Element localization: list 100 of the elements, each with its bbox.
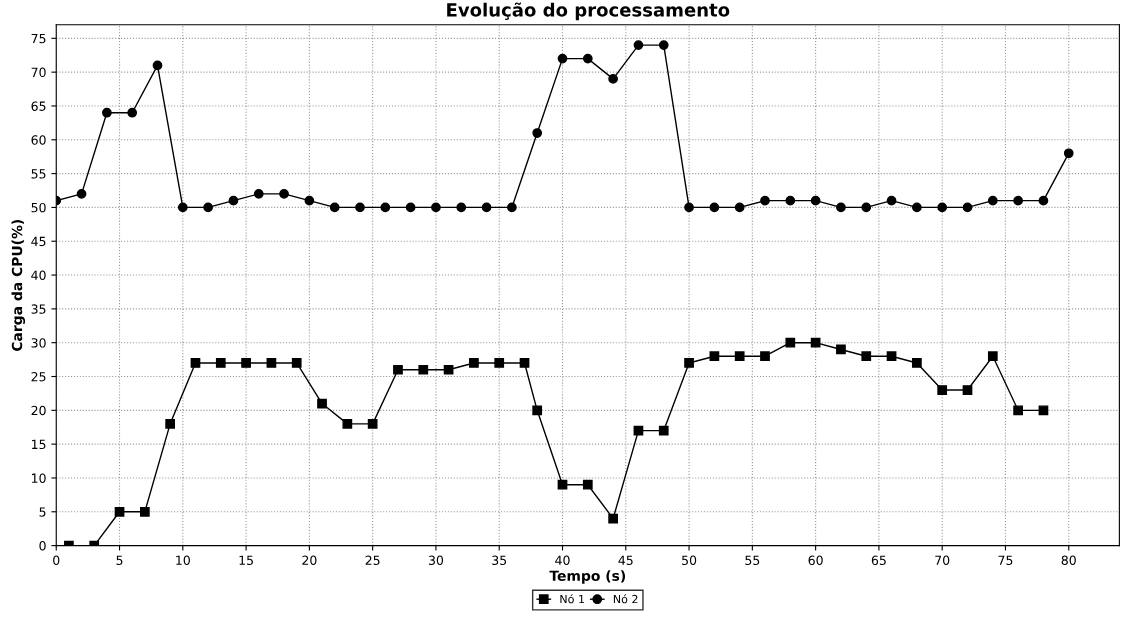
- x-tick-label: 25: [365, 555, 380, 565]
- point: [684, 358, 694, 368]
- point: [228, 195, 239, 206]
- point: [962, 202, 973, 213]
- y-tick-label: 40: [31, 270, 46, 280]
- point: [342, 418, 353, 429]
- x-tick-label: 15: [239, 555, 253, 565]
- point: [912, 358, 922, 368]
- point: [658, 425, 669, 436]
- y-tick-label: 25: [31, 371, 46, 382]
- chart-title: Evolução do processamento: [447, 2, 730, 21]
- x-tick-label: 35: [492, 555, 507, 565]
- point: [734, 351, 745, 362]
- point: [253, 189, 264, 199]
- x-tick-label: 30: [428, 555, 444, 565]
- y-tick-label: 30: [31, 338, 46, 348]
- point: [658, 40, 669, 50]
- point: [734, 202, 745, 213]
- x-tick-label: 70: [935, 555, 950, 565]
- point: [987, 351, 998, 362]
- y-tick-label: 60: [31, 135, 46, 145]
- point: [266, 358, 277, 368]
- x-tick-label: 50: [682, 555, 697, 565]
- y-tick-label: 65: [31, 101, 46, 111]
- point: [380, 202, 391, 213]
- point: [912, 202, 922, 213]
- point: [557, 479, 568, 490]
- point: [582, 53, 593, 64]
- point: [165, 418, 176, 429]
- point: [937, 385, 948, 395]
- point: [810, 195, 821, 206]
- y-tick-label: 55: [31, 169, 46, 179]
- point: [317, 398, 327, 409]
- point: [456, 202, 467, 213]
- x-tick-label: 10: [176, 555, 190, 565]
- y-tick-label: 10: [31, 473, 46, 483]
- point: [709, 202, 720, 213]
- x-tick-label: 20: [302, 555, 317, 565]
- point: [760, 351, 770, 362]
- x-tick-label: 75: [998, 555, 1013, 565]
- y-tick-label: 15: [31, 439, 46, 450]
- legend-label: Nó 2: [613, 594, 638, 604]
- point: [557, 53, 568, 64]
- point: [1038, 405, 1049, 416]
- point: [1013, 195, 1023, 206]
- x-tick-label: 65: [871, 555, 886, 565]
- point: [279, 189, 289, 199]
- y-tick-label: 45: [31, 236, 46, 247]
- point: [1038, 195, 1049, 206]
- point: [241, 358, 251, 368]
- point: [709, 351, 720, 362]
- point: [582, 479, 593, 490]
- point: [177, 202, 188, 213]
- point: [785, 195, 796, 206]
- point: [987, 195, 998, 206]
- x-tick-label: 5: [116, 555, 123, 565]
- legend-label: Nó 1: [560, 594, 585, 604]
- x-axis-title: Tempo (s): [549, 570, 626, 584]
- point: [127, 107, 138, 118]
- point: [886, 351, 897, 362]
- y-tick-label: 75: [31, 33, 46, 44]
- x-tick-label: 55: [745, 555, 760, 565]
- y-tick-label: 0: [39, 541, 46, 551]
- point: [329, 202, 340, 213]
- point: [532, 128, 543, 138]
- point: [494, 358, 505, 368]
- point: [393, 364, 403, 375]
- point: [937, 202, 948, 213]
- point: [367, 418, 378, 429]
- point: [418, 364, 429, 375]
- point: [469, 358, 479, 368]
- point: [608, 513, 618, 524]
- point: [190, 358, 201, 368]
- point: [785, 337, 796, 348]
- y-tick-label: 50: [31, 202, 46, 213]
- point: [443, 364, 454, 375]
- point: [861, 202, 872, 213]
- point: [152, 60, 163, 71]
- point: [481, 202, 492, 213]
- point: [760, 195, 770, 206]
- point: [810, 337, 821, 348]
- point: [355, 202, 365, 213]
- y-tick-label: 5: [39, 507, 46, 517]
- point: [836, 344, 846, 355]
- point: [608, 74, 618, 84]
- point: [102, 107, 112, 118]
- point: [962, 385, 973, 395]
- point: [203, 202, 213, 213]
- point: [215, 358, 226, 368]
- point: [139, 506, 150, 517]
- point: [861, 351, 872, 362]
- point: [405, 202, 416, 213]
- x-tick-label: 60: [808, 555, 823, 565]
- point: [1063, 148, 1074, 159]
- y-tick-label: 35: [31, 304, 46, 314]
- point: [76, 189, 87, 199]
- point: [291, 358, 302, 368]
- point: [507, 202, 517, 213]
- point: [886, 195, 897, 206]
- y-tick-label: 70: [31, 67, 46, 78]
